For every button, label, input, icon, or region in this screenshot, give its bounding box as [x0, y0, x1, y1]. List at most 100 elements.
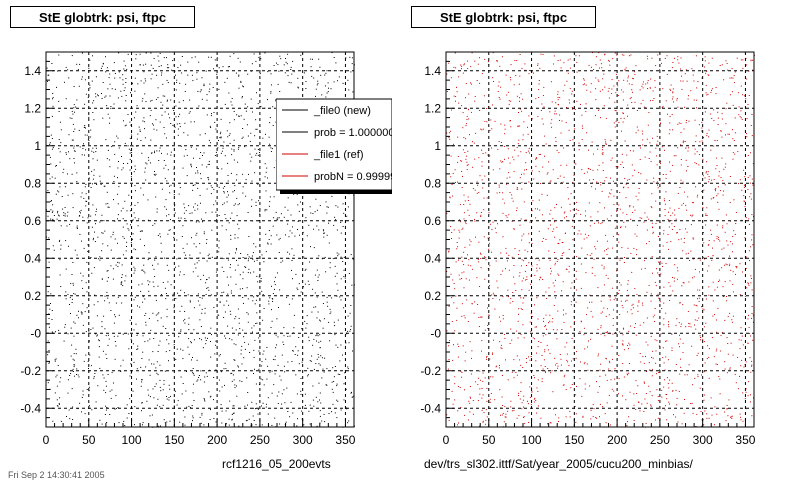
data-point [634, 101, 636, 103]
data-point [137, 83, 139, 85]
data-point [200, 202, 201, 204]
data-point [586, 363, 588, 365]
data-point [201, 412, 203, 414]
data-point [60, 142, 62, 144]
data-point [739, 294, 741, 296]
data-point [126, 417, 128, 419]
data-point [488, 248, 490, 250]
data-point [326, 206, 328, 208]
data-point [462, 345, 464, 347]
data-point [269, 371, 271, 373]
data-point [641, 217, 643, 219]
data-point [286, 63, 288, 65]
data-point [580, 287, 582, 289]
data-point [681, 75, 682, 77]
data-point [507, 172, 509, 174]
data-point [667, 359, 669, 361]
x-tick-label: 150 [564, 433, 584, 447]
data-point [154, 386, 156, 387]
data-point [711, 57, 713, 59]
data-point [247, 254, 249, 256]
x-tick-label: 200 [207, 433, 227, 447]
data-point [293, 327, 295, 329]
data-point [737, 151, 739, 153]
data-point [133, 117, 135, 119]
data-point [558, 417, 560, 419]
data-point [283, 389, 285, 391]
data-point [648, 112, 650, 114]
data-point [193, 400, 195, 401]
data-point [630, 97, 632, 99]
data-point [169, 117, 171, 119]
data-point [168, 360, 169, 362]
data-point [134, 165, 136, 167]
data-point [501, 161, 503, 163]
data-point [504, 133, 506, 135]
data-point [88, 368, 89, 369]
data-point [176, 81, 178, 83]
data-point [710, 397, 712, 399]
data-point [482, 153, 484, 154]
data-point [176, 79, 178, 81]
data-point [340, 221, 342, 223]
data-point [486, 108, 488, 109]
data-point [654, 314, 656, 316]
data-point [137, 225, 139, 227]
data-point [110, 397, 112, 399]
data-point [701, 190, 703, 192]
data-point [562, 253, 564, 255]
data-point [502, 161, 504, 163]
data-point [255, 119, 257, 121]
data-point [73, 375, 75, 377]
data-point [304, 283, 306, 285]
data-point [64, 207, 66, 208]
data-point [153, 363, 155, 365]
data-point [237, 365, 239, 367]
data-point [566, 164, 568, 166]
y-tick-label: 0.6 [24, 214, 41, 228]
data-point [63, 340, 65, 342]
data-point [48, 362, 50, 364]
data-point [491, 104, 493, 106]
data-point [155, 314, 157, 316]
data-point [69, 158, 71, 160]
data-point [532, 337, 534, 339]
data-point [751, 364, 753, 366]
data-point [548, 161, 550, 163]
data-point [684, 106, 685, 108]
data-point [215, 220, 217, 222]
data-point [168, 343, 170, 345]
data-point [520, 333, 522, 335]
data-point [716, 286, 718, 288]
data-point [179, 274, 181, 276]
data-point [86, 261, 88, 263]
data-point [199, 91, 201, 93]
data-point [590, 338, 592, 340]
data-point [189, 407, 191, 408]
data-point [221, 386, 223, 388]
data-point [146, 163, 148, 165]
data-point [555, 297, 556, 299]
data-point [138, 284, 140, 286]
data-point [141, 379, 143, 381]
data-point [714, 189, 716, 190]
data-point [316, 425, 318, 427]
data-point [663, 198, 665, 200]
data-point [205, 70, 207, 72]
data-point [731, 319, 733, 321]
data-point [349, 56, 351, 58]
data-point [448, 345, 450, 347]
data-point [202, 274, 204, 276]
data-point [252, 300, 254, 302]
data-point [538, 97, 540, 98]
legend-label: _file0 (new) [313, 105, 371, 117]
data-point [664, 57, 666, 59]
legend-label: _file1 (ref) [313, 149, 364, 161]
data-point [287, 209, 289, 211]
data-point [163, 380, 165, 382]
data-point [310, 66, 312, 68]
data-point [647, 58, 649, 60]
x-tick-label: 350 [735, 433, 755, 447]
data-point [626, 80, 628, 82]
data-point [636, 235, 638, 237]
